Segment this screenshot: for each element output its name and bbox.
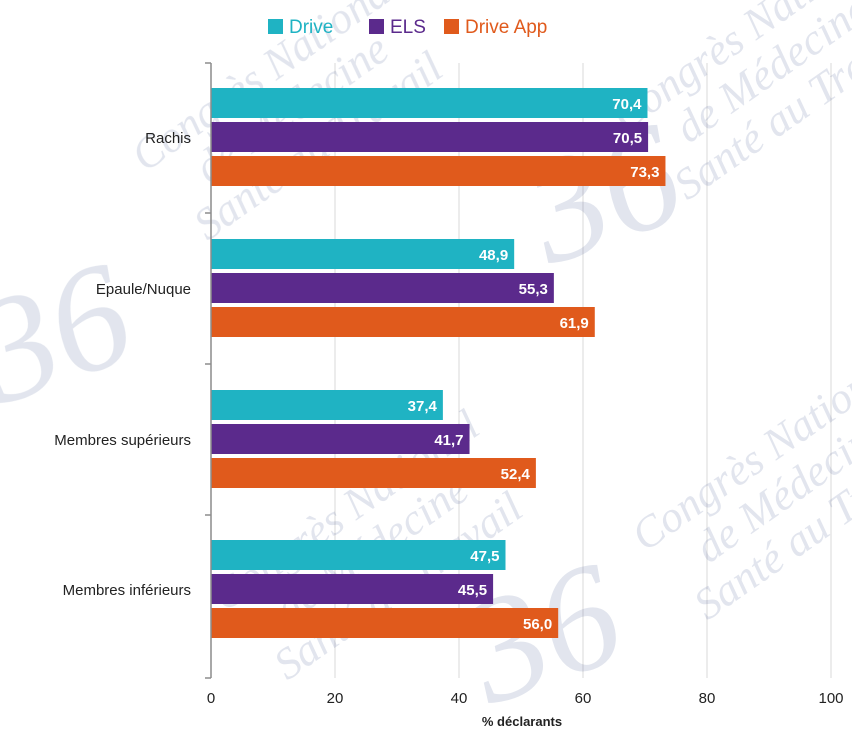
bar-els-0	[211, 122, 649, 152]
legend-swatch-drive-app	[444, 19, 459, 34]
category-label: Rachis	[145, 130, 191, 147]
bar-els-3	[211, 574, 494, 604]
x-tick-label: 100	[818, 690, 843, 707]
legend-swatch-drive	[268, 19, 283, 34]
bar-drive-app-3	[211, 608, 559, 638]
axes: Rachis Epaule/Nuque Membres supérieurs Memb…	[54, 62, 844, 729]
data-label: 61,9	[560, 315, 589, 332]
bar-els-1	[211, 273, 554, 303]
bar-els-2	[211, 424, 470, 454]
bar-drive-0	[211, 88, 648, 118]
data-label: 45,5	[458, 582, 487, 599]
bars	[211, 88, 666, 638]
bar-drive-2	[211, 390, 443, 420]
bar-drive-app-0	[211, 156, 666, 186]
category-label: Membres inférieurs	[63, 582, 191, 599]
legend: Drive ELS Drive App	[268, 17, 547, 38]
x-axis-title: % déclarants	[482, 714, 562, 729]
bar-drive-app-1	[211, 307, 595, 337]
x-tick-label: 20	[327, 690, 344, 707]
category-label: Epaule/Nuque	[96, 281, 191, 298]
bar-drive-app-2	[211, 458, 536, 488]
data-label: 47,5	[470, 548, 499, 565]
legend-label: Drive	[289, 17, 333, 38]
x-tick-label: 0	[207, 690, 215, 707]
data-label: 52,4	[501, 466, 531, 483]
x-tick-label: 60	[575, 690, 592, 707]
x-tick-label: 80	[699, 690, 716, 707]
data-label: 48,9	[479, 247, 508, 264]
bar-drive-3	[211, 540, 506, 570]
category-label: Membres supérieurs	[54, 432, 191, 449]
data-label: 70,5	[613, 130, 642, 147]
legend-label: Drive App	[465, 17, 547, 38]
data-labels: 70,4 70,5 73,3 48,9 55,3 61,9 37,4 41,7 52,4 47,5…	[408, 96, 660, 633]
data-label: 37,4	[408, 398, 438, 415]
legend-swatch-els	[369, 19, 384, 34]
bar-drive-1	[211, 239, 515, 269]
data-label: 73,3	[630, 164, 659, 181]
data-label: 55,3	[519, 281, 548, 298]
data-label: 70,4	[612, 96, 642, 113]
watermark-number: 36	[0, 229, 152, 437]
legend-label: ELS	[390, 17, 426, 38]
data-label: 41,7	[434, 432, 463, 449]
x-tick-label: 40	[451, 690, 468, 707]
data-label: 56,0	[523, 616, 552, 633]
